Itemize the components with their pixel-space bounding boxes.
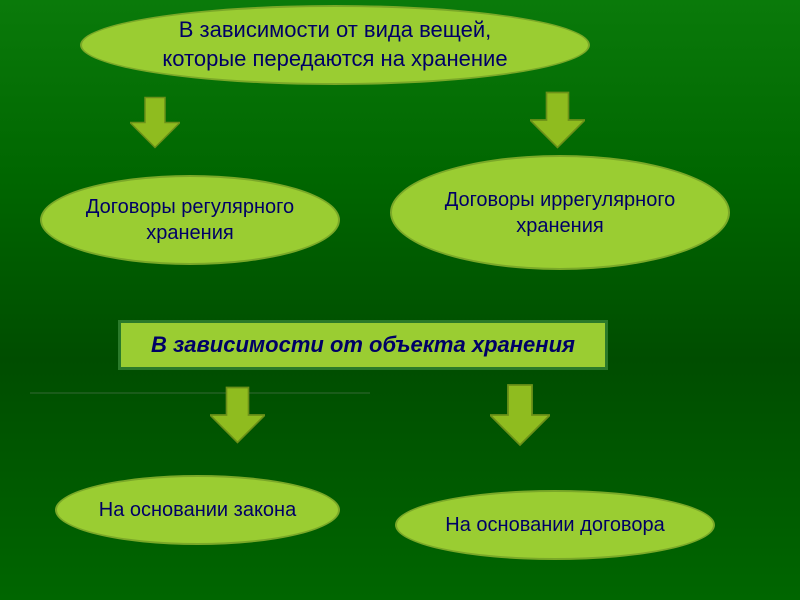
bg-line xyxy=(30,392,370,394)
right-ellipse-1-line1: Договоры иррегулярного xyxy=(445,187,676,213)
left-ellipse-2: На основании закона xyxy=(55,475,340,545)
top-ellipse: В зависимости от вида вещей, которые пер… xyxy=(80,5,590,85)
left-ellipse-1-line2: хранения xyxy=(86,220,294,246)
left-ellipse-1: Договоры регулярного хранения xyxy=(40,175,340,265)
arrow-down-3 xyxy=(210,380,265,450)
arrow-down-4 xyxy=(490,380,550,450)
right-ellipse-2: На основании договора xyxy=(395,490,715,560)
left-ellipse-2-text: На основании закона xyxy=(99,497,296,523)
right-ellipse-1-line2: хранения xyxy=(445,213,676,239)
right-ellipse-1: Договоры иррегулярного хранения xyxy=(390,155,730,270)
arrow-down-2 xyxy=(530,90,585,150)
top-ellipse-line1: В зависимости от вида вещей, xyxy=(162,16,507,45)
right-ellipse-2-text: На основании договора xyxy=(445,512,664,538)
arrow-down-1 xyxy=(130,95,180,150)
middle-box-text: В зависимости от объекта хранения xyxy=(151,332,575,358)
left-ellipse-1-line1: Договоры регулярного xyxy=(86,194,294,220)
middle-box: В зависимости от объекта хранения xyxy=(118,320,608,370)
top-ellipse-line2: которые передаются на хранение xyxy=(162,45,507,74)
